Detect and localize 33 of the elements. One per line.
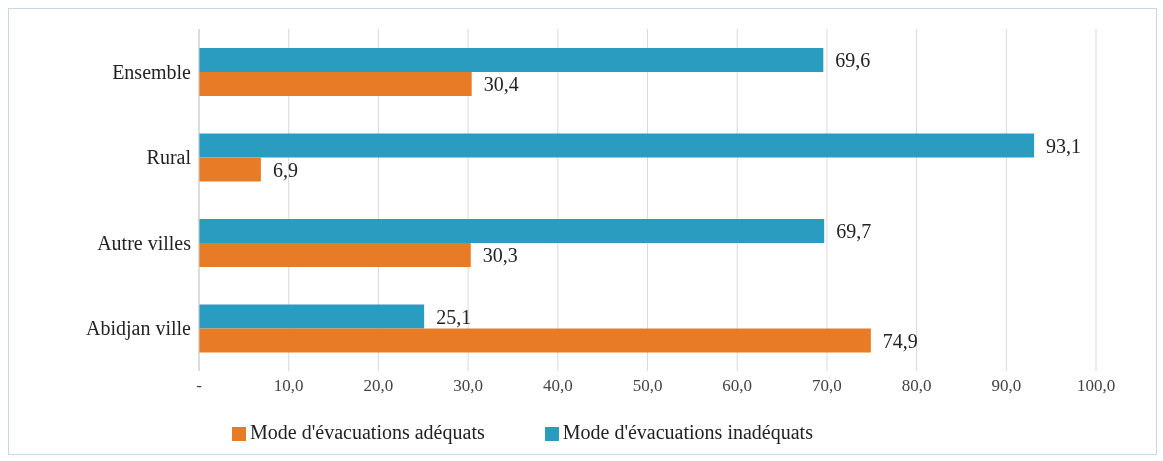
x-tick-label: 90,0	[991, 376, 1022, 396]
bar	[199, 157, 261, 182]
bar	[199, 133, 1035, 158]
x-tick-label: 100,0	[1076, 376, 1116, 396]
bar	[199, 72, 472, 96]
y-tick-label: Rural	[146, 146, 192, 169]
bar	[199, 304, 425, 329]
legend-label: Mode d'évacuations adéquats	[250, 421, 485, 443]
x-tick-label: 50,0	[632, 376, 663, 396]
x-tick-label: 20,0	[363, 376, 394, 396]
x-tick-label: 60,0	[722, 376, 753, 396]
x-tick-label: 40,0	[542, 376, 573, 396]
x-tick-label: 30,0	[453, 376, 483, 396]
legend-label: Mode d'évacuations inadéquats	[562, 421, 813, 443]
data-label: 93,1	[1046, 134, 1082, 157]
bar	[199, 243, 471, 267]
bar	[199, 48, 824, 72]
bar	[199, 219, 825, 243]
y-tick-label: Ensemble	[112, 60, 192, 83]
x-tick-label: 70,0	[812, 376, 842, 396]
data-label: 30,3	[482, 244, 518, 267]
bar	[199, 328, 871, 353]
data-label: 74,9	[882, 329, 918, 352]
x-tick-label: 80,0	[901, 376, 932, 396]
x-tick-label: 10,0	[273, 376, 304, 396]
data-label: 69,7	[836, 220, 872, 243]
data-label: 6,9	[272, 158, 298, 181]
data-label: 30,4	[483, 73, 519, 96]
y-tick-label: Abidjan ville	[86, 317, 192, 341]
data-label: 25,1	[436, 305, 472, 328]
data-label: 69,6	[835, 49, 871, 72]
x-tick-label: -	[196, 376, 203, 396]
y-tick-label: Autre villes	[97, 231, 192, 254]
